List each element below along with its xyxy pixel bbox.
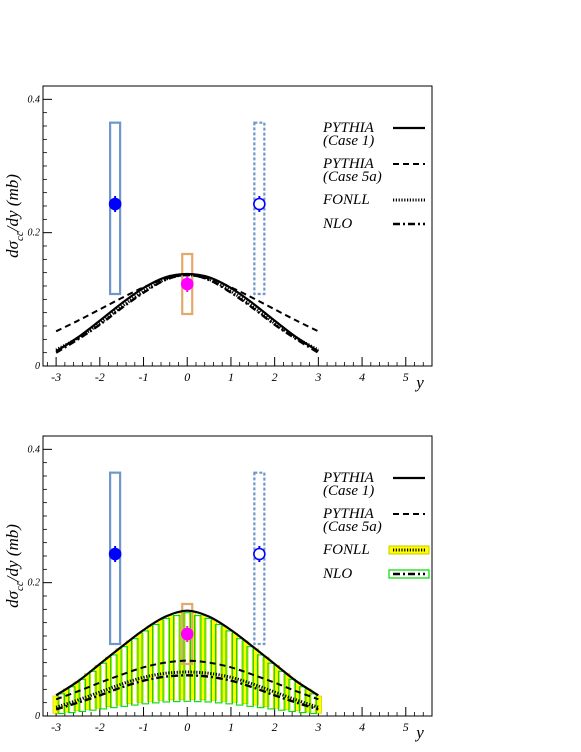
chart1-x-tick-label: 0 — [184, 720, 190, 734]
chart1-x-tick-label: -3 — [51, 720, 61, 734]
chart0-x-tick-label: -2 — [95, 370, 105, 384]
chart0-legend-label: PYTHIA — [322, 156, 375, 172]
chart1-band-bar-fonll — [168, 615, 176, 701]
chart1-band-bar-nlo — [89, 670, 97, 711]
chart0-sys-box-2 — [253, 121, 266, 296]
chart1-y-tick-label: 0.4 — [28, 444, 41, 455]
chart1-legend-label-sub: (Case 5a) — [323, 519, 382, 535]
chart1-band-bar-nlo — [183, 612, 191, 702]
chart0-plot-frame — [42, 85, 433, 367]
chart0-x-tick-label: 1 — [228, 370, 234, 384]
chart0-x-tick-label: 0 — [184, 370, 190, 384]
chart1-legend-label: PYTHIA — [322, 470, 375, 486]
chart0-y-tick-label: 0.2 — [28, 228, 41, 239]
chart0-y-axis-title-sub: cc̄ — [14, 231, 26, 241]
chart1-band-bar-nlo — [152, 623, 160, 704]
chart1-data-point-2 — [253, 547, 266, 561]
chart1-data-point-1 — [180, 627, 194, 641]
chart1-data-point-0 — [108, 547, 122, 561]
chart1-band-bar-nlo — [193, 614, 202, 703]
chart1-x-tick-label: 4 — [359, 720, 365, 734]
chart1-legend-swatch — [388, 545, 430, 555]
chart1-legend-swatch — [388, 569, 430, 579]
chart1-y-axis-title-sub: cc̄ — [14, 581, 26, 591]
chart0-y-tick-label: 0.4 — [28, 94, 41, 105]
chart0-data-point-2 — [253, 197, 266, 211]
chart0-legend-label-sub: (Case 5a) — [323, 169, 382, 185]
chart1-band-bar-nlo — [246, 646, 254, 707]
chart1-sys-box-0 — [109, 471, 122, 646]
chart1-band-bar-nlo — [277, 670, 286, 711]
chart1-band-bar-fonll — [314, 695, 322, 714]
chart1-x-tick-label: 5 — [403, 720, 409, 734]
chart0-data-point-1 — [180, 277, 194, 291]
chart0-y-tick-label: 0 — [35, 361, 40, 372]
chart1-x-tick-label: 1 — [228, 720, 234, 734]
chart1-legend-label: FONLL — [322, 542, 370, 558]
chart1-band-bar-nlo — [204, 617, 212, 703]
chart0-legend-label: FONLL — [322, 192, 370, 208]
chart1-plot-frame — [42, 435, 433, 717]
chart1-y-tick-label: 0 — [35, 711, 40, 722]
chart1-series-solid-line — [55, 609, 319, 697]
chart1-legend-label-sub: (Case 1) — [323, 483, 374, 499]
chart1-band-bar-fonll — [52, 695, 60, 714]
chart0-legend-label: NLO — [322, 216, 352, 232]
chart1-y-tick-label: 0.2 — [28, 578, 41, 589]
chart0-series-dashdot-line — [55, 273, 319, 354]
chart0-x-tick-label: 3 — [314, 370, 321, 384]
chart1-band-bar-nlo — [110, 654, 118, 709]
chart1-band-bar-nlo — [267, 662, 275, 710]
chart1-x-tick-label: 3 — [314, 720, 321, 734]
chart1-y-axis-title-main: dσ — [3, 590, 22, 608]
chart0-x-tick-label: -3 — [51, 370, 61, 384]
chart0-y-axis-title-main: dσ — [3, 240, 22, 258]
chart1-x-axis-title: y — [414, 723, 424, 742]
chart0-y-axis-title: dσcc̄/dy (mb) — [3, 174, 26, 258]
chart0-x-tick-label: -1 — [139, 370, 149, 384]
chart1-series-dashdot-line — [55, 674, 319, 711]
chart1-legend-label: PYTHIA — [322, 506, 375, 522]
chart0-x-tick-label: 2 — [272, 370, 278, 384]
chart1-y-axis-title-rest: /dy (mb) — [3, 524, 22, 582]
chart0-legend-label-sub: (Case 1) — [323, 133, 374, 149]
chart0-x-axis-title: y — [414, 373, 424, 392]
chart1-y-axis-title: dσcc̄/dy (mb) — [3, 524, 26, 608]
chart1-x-tick-label: 2 — [272, 720, 278, 734]
chart1-band-bar-fonll — [199, 615, 207, 701]
chart0-x-tick-label: 4 — [359, 370, 365, 384]
chart0-y-axis-title-rest: /dy (mb) — [3, 174, 22, 232]
chart1-sys-box-2 — [253, 471, 266, 646]
chart1-band-bar-nlo — [162, 617, 171, 703]
chart1-band-bar-nlo — [256, 654, 265, 709]
chart1-band-bar-nlo — [99, 662, 108, 710]
chart1-x-tick-label: -1 — [139, 720, 149, 734]
chart0-data-point-0 — [108, 197, 122, 211]
chart0-sys-box-0 — [109, 121, 122, 296]
chart1-band-bar-nlo — [120, 646, 129, 707]
chart0-series-dotted-line — [55, 273, 320, 352]
chart0-x-tick-label: 5 — [403, 370, 409, 384]
chart1-legend-label: NLO — [322, 566, 352, 582]
chart0-legend-label: PYTHIA — [322, 120, 375, 136]
chart1-band-bar-nlo — [173, 614, 181, 703]
chart1-x-tick-label: -2 — [95, 720, 105, 734]
